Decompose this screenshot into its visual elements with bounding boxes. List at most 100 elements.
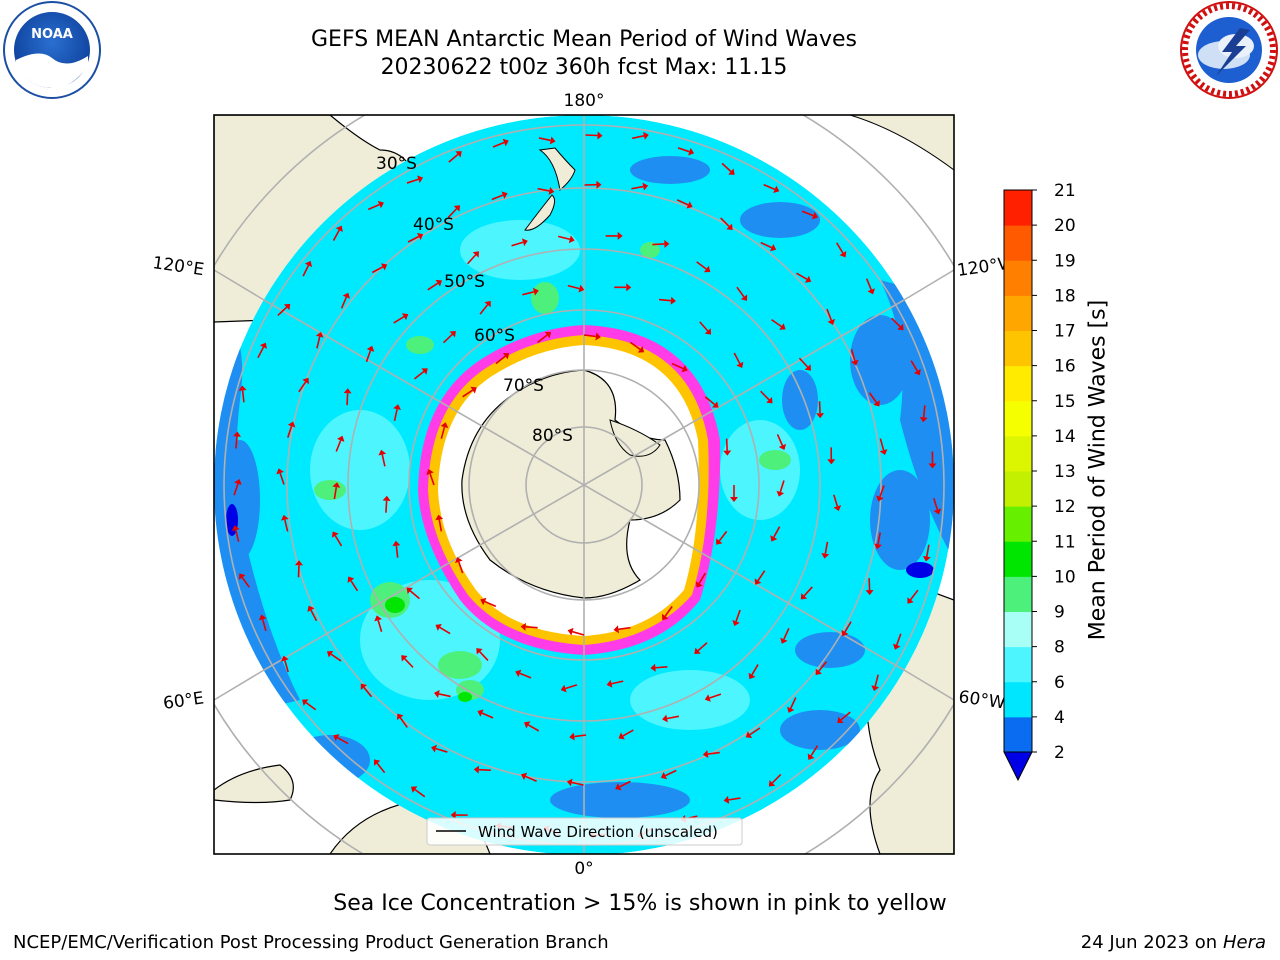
footer-left: NCEP/EMC/Verification Post Processing Pr… xyxy=(13,932,609,953)
wave-arrow xyxy=(427,282,439,291)
wave-arrow xyxy=(773,526,781,538)
wave-arrow xyxy=(462,389,474,398)
wave-arrow xyxy=(310,609,318,622)
wave-arrow xyxy=(833,494,839,507)
wave-arrow xyxy=(333,487,338,500)
colorbar-tick-label: 14 xyxy=(1054,427,1076,447)
wave-arrow xyxy=(414,789,426,798)
wave-arrow xyxy=(736,286,745,298)
wave-arrow xyxy=(629,341,641,350)
footer-right: 24 Jun 2023 on Hera xyxy=(1080,932,1266,953)
wave-arrow xyxy=(879,438,885,451)
wave-arrow xyxy=(241,390,245,403)
wave-arrow xyxy=(439,626,451,635)
wave-arrow xyxy=(771,773,782,784)
wave-arrow xyxy=(664,605,673,617)
wave-arrow xyxy=(466,254,477,265)
wave-arrow xyxy=(709,693,722,699)
colorbar-segment xyxy=(1004,541,1032,577)
wave-arrow xyxy=(448,153,459,163)
wave-arrow xyxy=(733,352,741,364)
wave-arrow xyxy=(803,586,813,597)
colorbar-segment xyxy=(1004,295,1032,331)
wave-arrow xyxy=(666,715,680,720)
wave-arrow xyxy=(926,544,930,557)
wave-arrow xyxy=(385,500,388,513)
colorbar-tick-label: 21 xyxy=(1054,181,1076,201)
wave-arrow xyxy=(511,241,524,247)
wave-arrow xyxy=(346,393,349,406)
sea-ice-note: Sea Ice Concentration > 15% is shown in … xyxy=(333,891,947,916)
nws-logo xyxy=(1180,1,1278,99)
wave-arrow xyxy=(298,381,307,393)
wave-arrow xyxy=(704,396,716,406)
noaa-logo: NOAA xyxy=(3,1,101,99)
wave-arrow xyxy=(771,319,782,328)
colorbar-tick-label: 6 xyxy=(1054,673,1065,693)
wave-arrow xyxy=(519,672,532,679)
wave-arrow xyxy=(393,316,405,324)
colorbar-segment xyxy=(1004,260,1032,296)
wave-arrow xyxy=(381,454,386,467)
wave-arrow xyxy=(565,684,578,690)
wave-arrow xyxy=(655,665,668,669)
wave-arrow xyxy=(305,701,317,711)
wave-arrow xyxy=(261,619,267,632)
lon-label-0: 0° xyxy=(574,859,593,879)
colorbar-tick-label: 4 xyxy=(1054,708,1065,728)
wave-arrow xyxy=(611,680,624,685)
wave-arrow xyxy=(537,187,550,192)
wave-arrow xyxy=(760,241,772,249)
wave-arrow xyxy=(233,483,239,496)
wave-arrow xyxy=(718,530,728,542)
wave-arrow xyxy=(789,697,797,709)
wind-wave-direction-arrows xyxy=(231,131,942,840)
wave-arrow xyxy=(776,434,784,446)
wave-arrow xyxy=(491,194,504,201)
wave-arrow xyxy=(284,519,289,532)
colorbar-segment xyxy=(1004,400,1032,437)
wave-arrow xyxy=(677,147,690,153)
wave-arrow xyxy=(335,440,342,452)
wave-arrow xyxy=(257,346,265,359)
wave-arrow xyxy=(632,135,645,140)
lat-label-60s: 60°S xyxy=(474,326,515,346)
wave-arrow xyxy=(658,298,672,302)
lat-label-30s: 30°S xyxy=(376,154,417,174)
wave-arrow xyxy=(798,357,809,368)
wave-arrow xyxy=(367,203,380,211)
wave-arrow xyxy=(438,693,451,698)
wave-arrow xyxy=(481,712,494,719)
colorbar-segment xyxy=(1004,435,1032,472)
wave-arrow xyxy=(622,729,634,737)
wave-arrow xyxy=(525,626,538,629)
lat-label-70s: 70°S xyxy=(503,376,544,396)
wave-arrow xyxy=(810,745,819,757)
wave-arrow xyxy=(763,183,776,191)
wave-arrow xyxy=(479,651,489,661)
colorbar-segment xyxy=(1004,611,1032,648)
colorbar-segment xyxy=(1004,576,1032,612)
wave-arrow xyxy=(725,438,728,451)
wave-arrow xyxy=(409,590,420,600)
colorbar-segment xyxy=(1004,471,1032,507)
colorbar-tick-label: 20 xyxy=(1054,216,1076,236)
wave-arrow xyxy=(783,627,790,640)
wave-arrow xyxy=(932,498,939,510)
lon-label-60e: 60°E xyxy=(162,688,205,713)
wave-arrow xyxy=(527,724,540,732)
colorbar-tick-label: 11 xyxy=(1054,532,1076,552)
antarctica-landmass xyxy=(461,369,681,599)
wave-arrow xyxy=(895,633,902,646)
wave-arrow xyxy=(879,485,885,498)
wave-arrow xyxy=(404,658,414,668)
wave-arrow xyxy=(631,185,644,190)
svg-text:Wind Wave Direction (unscaled): Wind Wave Direction (unscaled) xyxy=(478,823,718,841)
wave-arrow xyxy=(302,264,310,277)
wave-arrow xyxy=(376,762,386,774)
wave-arrow xyxy=(699,321,709,332)
wave-arrow xyxy=(279,472,285,485)
wave-arrow xyxy=(652,243,665,246)
wave-arrow xyxy=(492,141,505,148)
